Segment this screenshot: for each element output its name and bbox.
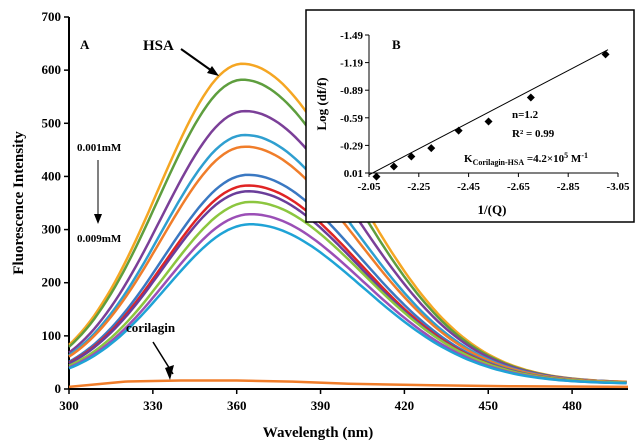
inset-chart: 0.01 -0.29 -0.59 -0.89 -1.19 -1.49 -2.05 -2.25…	[305, 9, 635, 223]
inset-x-tick-label: -3.05	[607, 181, 630, 193]
inset-y-axis-title: Log (df/f)	[314, 77, 329, 130]
concentration-top-label: 0.001mM	[77, 142, 122, 154]
inset-x-tick-label: -2.85	[557, 181, 580, 193]
inset-data-point	[526, 93, 535, 102]
y-tick-label: 500	[42, 115, 62, 130]
spectrum-series-line	[68, 223, 627, 385]
inset-k-label-sub: Corilagin-HSA	[473, 158, 525, 167]
inset-data-point	[427, 144, 436, 153]
y-tick-label: 200	[42, 275, 62, 290]
y-tick-label: 600	[42, 62, 62, 77]
y-tick-label: 700	[42, 9, 62, 24]
y-tick-label: 300	[42, 222, 62, 237]
hsa-arrow	[180, 48, 219, 76]
corilagin-series-line	[68, 379, 629, 389]
concentration-bottom-label: 0.009mM	[77, 233, 122, 245]
inset-n-label: n=1.2	[512, 109, 539, 121]
x-axis-ticks: 300 330 360 390 420 450 480	[59, 389, 582, 413]
inset-data-point	[454, 126, 463, 135]
inset-data-point	[372, 172, 381, 181]
x-tick-label: 420	[395, 398, 415, 413]
inset-x-axis-ticks: -2.05 -2.25 -2.45 -2.65 -2.85 -3.05	[358, 173, 630, 193]
inset-k-label-exp: 5	[564, 151, 568, 160]
corilagin-label: corilagin	[126, 320, 176, 335]
x-tick-label: 330	[143, 398, 163, 413]
x-tick-label: 480	[562, 398, 582, 413]
panel-label-a: A	[80, 37, 90, 52]
y-tick-label: 100	[42, 328, 62, 343]
inset-y-tick-label: 0.01	[344, 168, 363, 180]
inset-k-label-unit-exp: -1	[581, 151, 588, 160]
x-tick-label: 390	[311, 398, 331, 413]
inset-fit-line	[368, 49, 609, 176]
inset-k-label-unit: M	[568, 153, 582, 165]
inset-y-tick-label: -0.89	[340, 85, 363, 97]
inset-k-label-main: K	[464, 153, 473, 165]
inset-r2-label: R² = 0.99	[512, 128, 555, 140]
x-axis-title: Wavelength (nm)	[263, 425, 373, 441]
y-tick-label: 400	[42, 168, 62, 183]
inset-x-axis-title: 1/(Q)	[478, 202, 507, 217]
x-tick-label: 300	[59, 398, 79, 413]
inset-points	[372, 50, 610, 181]
y-axis-title: Fluorescence Intensity	[11, 131, 27, 275]
inset-x-tick-label: -2.05	[358, 181, 381, 193]
concentration-arrow	[94, 160, 102, 224]
x-tick-label: 450	[479, 398, 499, 413]
x-tick-label: 360	[227, 398, 247, 413]
inset-data-point	[389, 162, 398, 171]
inset-y-tick-label: -0.59	[340, 113, 363, 125]
inset-data-point	[407, 152, 416, 161]
inset-y-axis-ticks: 0.01 -0.29 -0.59 -0.89 -1.19 -1.49	[340, 30, 369, 180]
corilagin-arrow	[152, 341, 174, 380]
inset-data-point	[601, 50, 610, 59]
hsa-label: HSA	[143, 38, 174, 54]
y-axis-ticks: 0 100 200 300 400 500 600 700	[42, 9, 69, 396]
inset-x-tick-label: -2.25	[407, 181, 430, 193]
inset-y-tick-label: -1.49	[340, 30, 363, 42]
y-tick-label: 0	[55, 381, 62, 396]
inset-y-tick-label: -0.29	[340, 140, 363, 152]
spectrum-series-line	[68, 212, 627, 385]
inset-k-label: KCorilagin-HSA =4.2×105 M-1	[464, 151, 588, 167]
inset-x-tick-label: -2.45	[457, 181, 480, 193]
inset-y-tick-label: -1.19	[340, 58, 363, 70]
inset-k-label-value: =4.2×10	[524, 153, 565, 165]
inset-x-tick-label: -2.65	[507, 181, 530, 193]
inset-panel-label-b: B	[392, 37, 401, 52]
inset-frame	[305, 9, 635, 223]
inset-data-point	[484, 117, 493, 126]
